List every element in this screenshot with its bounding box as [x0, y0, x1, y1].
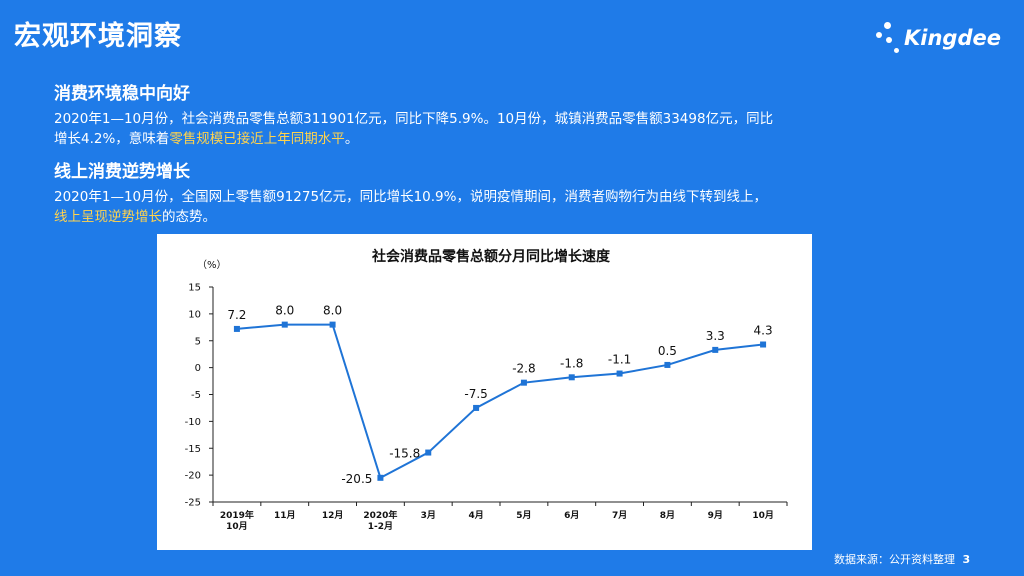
- data-label: -1.8: [560, 356, 583, 370]
- data-point: [377, 474, 384, 481]
- x-tick-label: 8月: [660, 510, 675, 521]
- x-tick-label: 4月: [468, 510, 483, 521]
- section-text-line: 增长4.2%，意味着零售规模已接近上年同期水平。: [54, 129, 984, 149]
- data-point: [520, 379, 527, 386]
- logo-text: Kingdee: [904, 26, 1001, 50]
- x-tick-label: 11月: [274, 510, 296, 521]
- highlight-text: 零售规模已接近上年同期水平: [169, 131, 345, 147]
- data-point: [568, 374, 575, 381]
- data-label: 0.5: [658, 344, 677, 358]
- y-tick-label: -15: [185, 444, 201, 455]
- data-point: [616, 370, 623, 377]
- x-tick-label: 12月: [322, 510, 344, 521]
- page-title: 宏观环境洞察: [14, 21, 182, 52]
- data-point: [760, 341, 767, 348]
- data-point: [425, 449, 432, 456]
- data-label: -15.8: [389, 447, 420, 461]
- chart-container: 社会消费品零售总额分月同比增长速度 （%） 15 10 5 0 -5 -10 -15 -20 -…: [157, 234, 812, 550]
- y-tick-label: 10: [188, 309, 201, 320]
- section-heading: 消费环境稳中向好: [54, 84, 190, 104]
- page-number: 3: [962, 553, 971, 566]
- data-label: 8.0: [323, 304, 342, 318]
- y-tick-label: 0: [195, 363, 201, 374]
- x-tick-label: 2020年: [363, 509, 397, 521]
- kingdee-logo: Kingdee: [872, 20, 1002, 60]
- data-label: -20.5: [341, 472, 372, 486]
- x-tick-label: 1-2月: [368, 521, 393, 532]
- y-tick-label: -5: [191, 390, 201, 401]
- highlight-text: 线上呈现逆势增长: [54, 209, 162, 225]
- y-tick-label: -20: [185, 471, 201, 482]
- y-tick-label: -25: [185, 498, 201, 509]
- data-point: [281, 321, 288, 328]
- logo-dot-icon: [884, 22, 891, 29]
- data-point: [233, 325, 240, 332]
- x-tick-label: 3月: [421, 510, 436, 521]
- footer: 数据来源：公开资料整理 3: [834, 551, 970, 567]
- data-label: 4.3: [754, 324, 773, 338]
- section-heading: 线上消费逆势增长: [54, 162, 190, 182]
- data-point: [712, 346, 719, 353]
- data-label: 8.0: [275, 304, 294, 318]
- section-text-line: 线上呈现逆势增长的态势。: [54, 207, 984, 227]
- section-text-line: 2020年1—10月份，社会消费品零售总额311901亿元，同比下降5.9%。1…: [54, 111, 774, 127]
- section-text-line: 2020年1—10月份，全国网上零售额91275亿元，同比增长10.9%，说明疫…: [54, 189, 767, 205]
- data-point: [473, 404, 480, 411]
- x-tick-label: 2019年: [220, 509, 254, 521]
- y-tick-label: -10: [185, 417, 201, 428]
- logo-dot-icon: [894, 48, 899, 53]
- series-line: [236, 323, 764, 480]
- line-chart: 社会消费品零售总额分月同比增长速度 （%） 15 10 5 0 -5 -10 -15 -20 -…: [185, 248, 788, 532]
- data-label: -2.8: [512, 362, 535, 376]
- text-segment: 增长4.2%，意味着: [54, 131, 170, 147]
- chart-title: 社会消费品零售总额分月同比增长速度: [371, 248, 611, 265]
- data-label: 7.2: [227, 308, 246, 322]
- x-tick-label: 9月: [708, 510, 723, 521]
- data-point: [664, 361, 671, 368]
- section-consumption: 消费环境稳中向好 2020年1—10月份，社会消费品零售总额311901亿元，同…: [54, 79, 984, 149]
- y-tick-label: 5: [195, 336, 201, 347]
- x-tick-label: 6月: [564, 510, 579, 521]
- x-tick-label: 10月: [226, 521, 248, 532]
- data-label: -7.5: [464, 387, 487, 401]
- data-label: -1.1: [608, 353, 631, 367]
- section-online: 线上消费逆势增长 2020年1—10月份，全国网上零售额91275亿元，同比增长…: [54, 157, 984, 227]
- data-label: 3.3: [706, 329, 725, 343]
- text-segment: 的态势。: [162, 209, 216, 225]
- source-note: 数据来源：公开资料整理: [834, 553, 955, 566]
- x-tick-label: 10月: [752, 510, 774, 521]
- x-tick-label: 7月: [612, 510, 627, 521]
- data-point: [329, 321, 336, 328]
- y-axis-label: （%）: [197, 259, 227, 271]
- x-tick-label: 5月: [516, 510, 531, 521]
- text-segment: 。: [344, 131, 359, 147]
- logo-dot-icon: [886, 37, 892, 43]
- y-tick-label: 15: [188, 283, 201, 294]
- logo-dot-icon: [876, 32, 882, 38]
